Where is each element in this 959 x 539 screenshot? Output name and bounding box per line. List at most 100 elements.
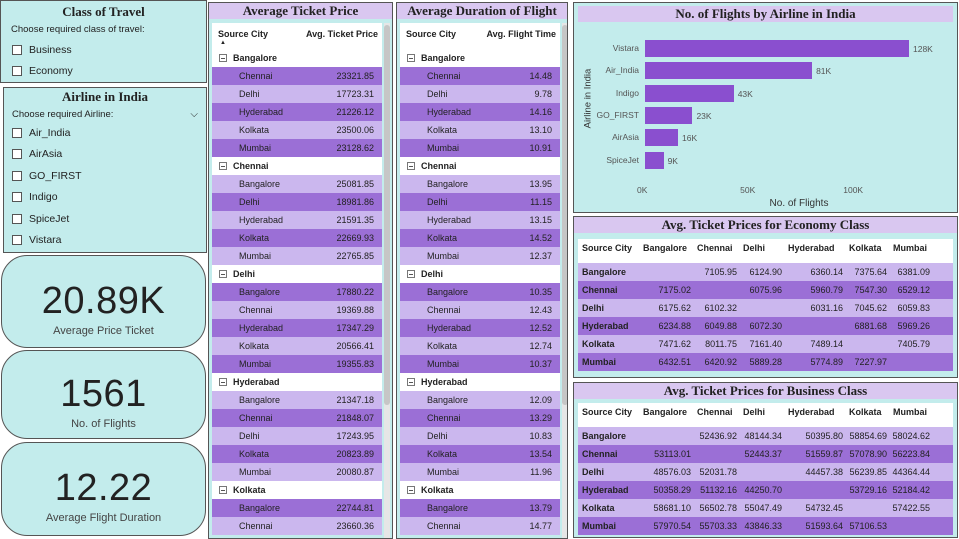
matrix-group-row[interactable]: Kolkata [400,481,560,499]
table-row[interactable]: Hyderabad 6234.88 6049.88 6072.30 6881.68 596… [578,317,953,335]
table-row[interactable]: Delhi 6175.62 6102.32 6031.16 7045.62 6059.83 [578,299,953,317]
matrix-row[interactable]: Kolkata 20566.41 [212,337,382,355]
matrix-row[interactable]: Delhi 9.78 [400,85,560,103]
matrix-row[interactable]: Chennai 13.29 [400,409,560,427]
matrix-row[interactable]: Chennai 14.48 [400,67,560,85]
column-header[interactable]: Bangalore [643,243,688,253]
matrix-row[interactable]: Hyderabad 17347.29 [212,319,382,337]
matrix-row[interactable]: Mumbai 22765.85 [212,247,382,265]
matrix-row[interactable]: Delhi 10.83 [400,427,560,445]
matrix-row[interactable]: Bangalore 17880.22 [212,283,382,301]
matrix-row[interactable]: Delhi 17243.95 [212,427,382,445]
matrix-row[interactable]: Hyderabad 12.52 [400,319,560,337]
column-header-avg-flight-time[interactable]: Avg. Flight Time [486,29,556,39]
column-header[interactable]: Hyderabad [788,407,835,417]
matrix-row[interactable]: Chennai 14.77 [400,517,560,535]
column-header[interactable]: Chennai [697,243,733,253]
matrix-row[interactable]: Bangalore 13.79 [400,499,560,517]
checkbox-icon[interactable] [12,66,22,77]
collapse-icon[interactable] [407,162,415,170]
matrix-group-row[interactable]: Chennai [400,157,560,175]
column-header-avg-ticket-price[interactable]: Avg. Ticket Price [305,29,378,39]
matrix-row[interactable]: Chennai 21848.07 [212,409,382,427]
checkbox-icon[interactable] [12,44,22,55]
matrix-row[interactable]: Kolkata 22669.93 [212,229,382,247]
column-header[interactable]: Hyderabad [788,243,835,253]
airline-option[interactable]: Indigo [4,187,206,209]
bar[interactable] [645,40,909,57]
checkbox-icon[interactable] [12,235,22,246]
table-row[interactable]: Hyderabad 50358.29 51132.16 44250.70 53729.1… [578,481,953,499]
collapse-icon[interactable] [407,378,415,386]
matrix-row[interactable]: Mumbai 10.91 [400,139,560,157]
collapse-icon[interactable] [219,486,227,494]
matrix-row[interactable]: Kolkata 13.10 [400,121,560,139]
airline-option[interactable]: GO_FIRST [4,165,206,187]
table-row[interactable]: Kolkata 7471.62 8011.75 7161.40 7489.14 7405.… [578,335,953,353]
matrix-row[interactable]: Mumbai 11.96 [400,463,560,481]
column-header[interactable]: Bangalore [643,407,688,417]
matrix-group-row[interactable]: Hyderabad [400,373,560,391]
airline-dropdown-header[interactable]: Choose required Airline: ⌵ [4,105,206,122]
column-header-source-city[interactable]: Source City [406,29,457,39]
matrix-group-row[interactable]: Delhi [212,265,382,283]
matrix-group-row[interactable]: Hyderabad [212,373,382,391]
column-header[interactable]: Source City [582,407,633,417]
bar[interactable] [645,84,734,102]
matrix-group-row[interactable]: Bangalore [212,49,382,67]
matrix-row[interactable]: Hyderabad 21226.12 [212,103,382,121]
collapse-icon[interactable] [407,486,415,494]
matrix-row[interactable]: Hyderabad 13.15 [400,211,560,229]
matrix-group-row[interactable]: Chennai [212,157,382,175]
table-row[interactable]: Mumbai 6432.51 6420.92 5889.28 5774.89 7227.9… [578,353,953,371]
bar[interactable] [645,106,693,124]
matrix-row[interactable]: Mumbai 10.37 [400,355,560,373]
scrollbar-thumb[interactable] [384,25,390,405]
column-header[interactable]: Delhi [743,243,766,253]
table-row[interactable]: Bangalore 52436.92 48144.34 50395.80 58854.6… [578,427,953,445]
matrix-row[interactable]: Hyderabad 21591.35 [212,211,382,229]
matrix-row[interactable]: Chennai 12.43 [400,301,560,319]
matrix-row[interactable]: Mumbai 20080.87 [212,463,382,481]
matrix-row[interactable]: Delhi 17723.31 [212,85,382,103]
checkbox-icon[interactable] [12,170,22,181]
column-header[interactable]: Delhi [743,407,766,417]
column-header[interactable]: Source City [582,243,633,253]
bar[interactable] [645,129,678,147]
collapse-icon[interactable] [407,270,415,278]
table-row[interactable]: Chennai 7175.02 6075.96 5960.79 7547.30 6529.… [578,281,953,299]
column-header[interactable]: Kolkata [849,407,882,417]
matrix-row[interactable]: Chennai 23321.85 [212,67,382,85]
matrix-row[interactable]: Chennai 19369.88 [212,301,382,319]
matrix-row[interactable]: Hyderabad 14.16 [400,103,560,121]
matrix-row[interactable]: Kolkata 20823.89 [212,445,382,463]
column-header[interactable]: Mumbai [893,407,928,417]
bar[interactable] [645,62,813,80]
matrix-row[interactable]: Mumbai 19355.83 [212,355,382,373]
airline-option[interactable]: AirAsia [4,144,206,166]
table-row[interactable]: Delhi 48576.03 52031.78 44457.38 56239.85 443… [578,463,953,481]
matrix-row[interactable]: Delhi 18981.86 [212,193,382,211]
matrix-row[interactable]: Bangalore 21347.18 [212,391,382,409]
matrix-row[interactable]: Kolkata 14.52 [400,229,560,247]
column-header[interactable]: Chennai [697,407,733,417]
matrix-row[interactable]: Bangalore 25081.85 [212,175,382,193]
matrix-group-row[interactable]: Delhi [400,265,560,283]
matrix-row[interactable]: Mumbai 12.37 [400,247,560,265]
checkbox-icon[interactable] [12,213,22,224]
collapse-icon[interactable] [219,378,227,386]
matrix-row[interactable]: Bangalore 10.35 [400,283,560,301]
scrollbar-thumb[interactable] [562,25,567,405]
collapse-icon[interactable] [407,54,415,62]
table-row[interactable]: Kolkata 58681.10 56502.78 55047.49 54732.45 5… [578,499,953,517]
matrix-row[interactable]: Bangalore 12.09 [400,391,560,409]
matrix-row[interactable]: Kolkata 13.54 [400,445,560,463]
matrix-row[interactable]: Delhi 11.15 [400,193,560,211]
airline-option[interactable]: Vistara [4,230,206,252]
collapse-icon[interactable] [219,54,227,62]
matrix-row[interactable]: Bangalore 13.95 [400,175,560,193]
matrix-row[interactable]: Bangalore 22744.81 [212,499,382,517]
column-header[interactable]: Mumbai [893,243,928,253]
checkbox-icon[interactable] [12,149,22,160]
column-header[interactable]: Kolkata [849,243,882,253]
